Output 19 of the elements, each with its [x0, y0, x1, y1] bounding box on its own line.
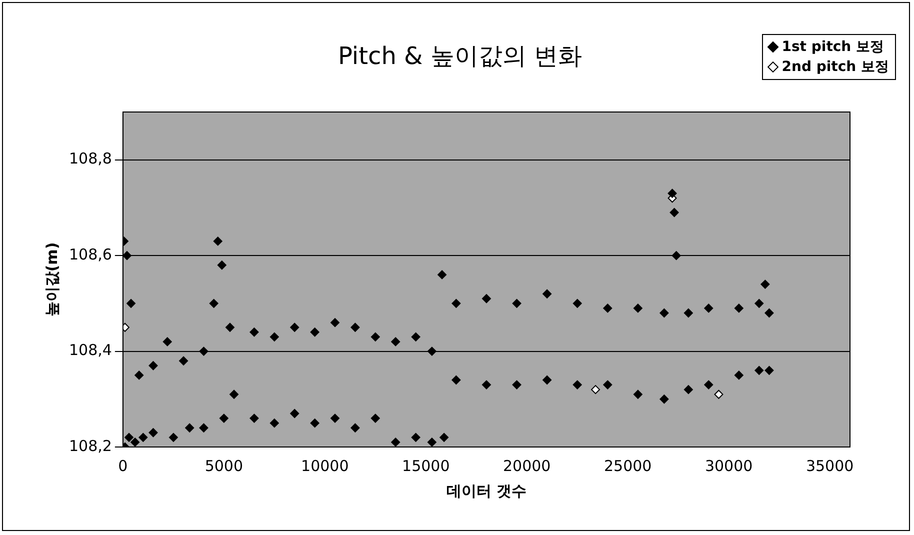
x-tick-label: 15000 — [402, 456, 450, 475]
legend-label: 2nd pitch 보정 — [782, 58, 889, 77]
point — [714, 390, 724, 399]
x-tick-label: 25000 — [604, 456, 652, 475]
y-tick-label: 108,2 — [68, 436, 112, 455]
x-axis-title: 데이터 갯수 — [446, 482, 527, 500]
legend-label: 1st pitch 보정 — [782, 38, 884, 57]
y-tick-label: 108,8 — [68, 150, 112, 168]
x-tick-label: 5000 — [204, 456, 244, 475]
x-tick-label: 0 — [118, 456, 128, 475]
y-tick-label: 108,6 — [68, 245, 112, 264]
x-tick-label: 35000 — [806, 456, 854, 475]
chart-title: Pitch & 높이값의 변화 — [336, 41, 584, 72]
y-axis-title: 높이값(m) — [42, 242, 61, 317]
x-tick-label: 10000 — [301, 456, 349, 475]
point — [591, 385, 600, 394]
y-tick-label: 108,4 — [68, 341, 112, 360]
x-tick-label: 30000 — [704, 456, 753, 475]
x-tick-label: 20000 — [503, 456, 551, 475]
